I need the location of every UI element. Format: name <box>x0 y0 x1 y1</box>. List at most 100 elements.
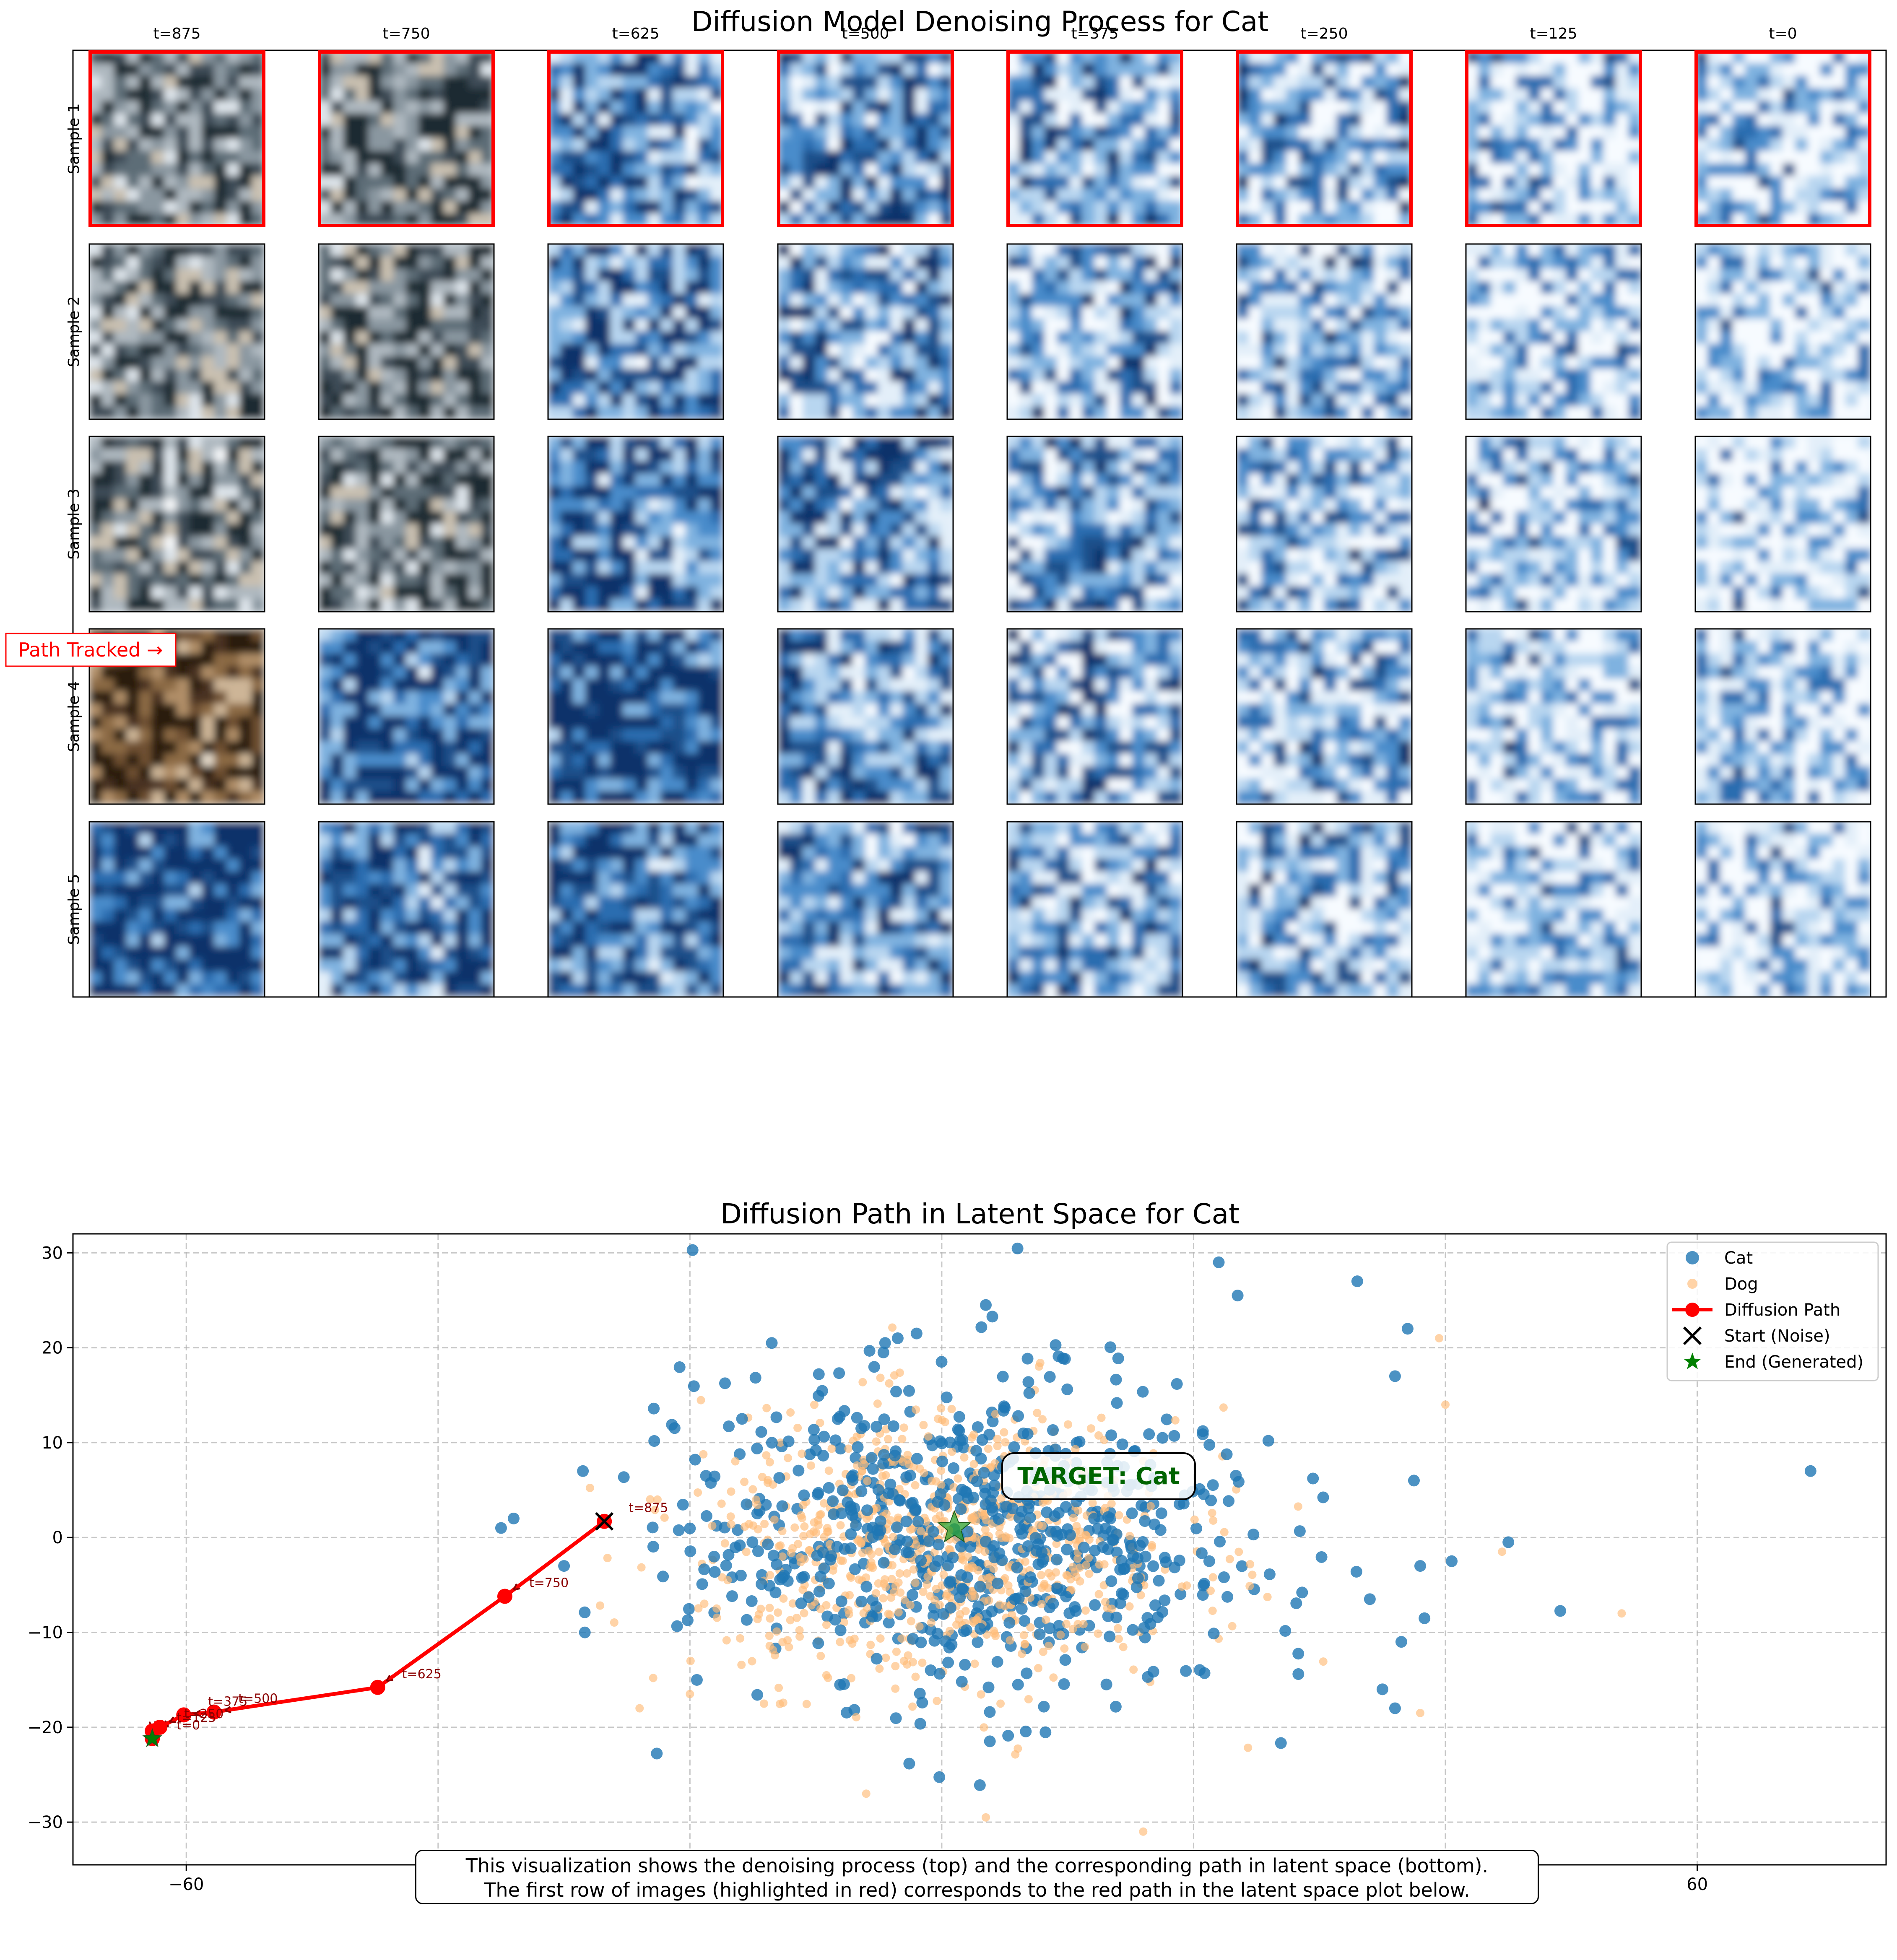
cat-point <box>934 1435 946 1447</box>
denoise-tile <box>1236 50 1413 227</box>
dog-point <box>1435 1334 1444 1342</box>
cat-point <box>979 1488 991 1500</box>
denoise-tile <box>777 436 954 613</box>
dog-point <box>911 1672 920 1681</box>
dog-point <box>1034 1664 1042 1672</box>
cat-point <box>878 1449 890 1461</box>
cat-point <box>974 1779 986 1791</box>
dog-point <box>1088 1499 1097 1508</box>
cat-point <box>1038 1700 1050 1713</box>
dog-point <box>748 1657 756 1666</box>
cat-point <box>1156 1432 1169 1444</box>
cat-point <box>978 1467 990 1479</box>
path-point <box>176 1707 192 1723</box>
dog-point <box>1073 1620 1082 1628</box>
dog-point <box>908 1702 917 1711</box>
cat-point <box>1190 1522 1203 1534</box>
dog-point <box>859 1455 868 1464</box>
sample-label: Sample 4 <box>65 681 83 752</box>
dog-point <box>694 1488 702 1497</box>
dog-point <box>646 1495 655 1504</box>
cat-point <box>769 1586 782 1599</box>
cat-point <box>1115 1555 1128 1567</box>
cat-point <box>1061 1543 1073 1555</box>
cat-point <box>1171 1378 1183 1390</box>
cat-point <box>1296 1586 1308 1599</box>
cat-point <box>684 1522 696 1534</box>
cat-point <box>698 1563 710 1576</box>
dog-point <box>816 1418 824 1427</box>
dog-point <box>1056 1630 1065 1639</box>
dog-point <box>1086 1424 1095 1433</box>
dog-point <box>1033 1409 1042 1417</box>
cat-point <box>936 1356 948 1368</box>
cat-point <box>700 1470 712 1482</box>
cat-point <box>1218 1571 1230 1584</box>
dog-point <box>712 1613 721 1622</box>
cat-point <box>954 1434 966 1446</box>
path-point <box>497 1589 512 1604</box>
cat-point <box>956 1484 968 1496</box>
dog-point <box>596 1601 605 1610</box>
dog-point <box>1026 1623 1035 1632</box>
cat-point <box>755 1426 767 1438</box>
dog-point <box>1139 1827 1148 1836</box>
dog-point <box>982 1813 990 1822</box>
dog-point <box>858 1549 867 1558</box>
dog-point <box>1042 1615 1050 1624</box>
cat-point <box>889 1543 901 1555</box>
cat-point <box>1294 1525 1306 1537</box>
path-arrowhead <box>512 1583 520 1591</box>
target-label: TARGET: Cat <box>1001 1452 1196 1500</box>
cat-point <box>927 1526 939 1538</box>
cat-point <box>709 1566 721 1578</box>
cat-point <box>1143 1428 1155 1440</box>
cat-point <box>1021 1428 1034 1440</box>
cat-point <box>991 1656 1003 1668</box>
cat-point <box>1130 1581 1143 1593</box>
cat-point <box>863 1345 876 1357</box>
cat-point <box>877 1346 889 1358</box>
dog-point <box>862 1789 871 1798</box>
dog-point <box>924 1432 933 1441</box>
cat-point <box>673 1361 686 1373</box>
dog-point <box>957 1552 966 1561</box>
dog-point <box>1038 1521 1047 1530</box>
cat-point <box>943 1577 955 1589</box>
cat-point <box>708 1550 720 1563</box>
dog-point <box>1073 1554 1082 1563</box>
cat-point <box>1292 1668 1305 1680</box>
cat-point <box>722 1549 735 1561</box>
cat-point <box>891 1332 904 1344</box>
dog-point <box>1038 1415 1047 1424</box>
cat-point <box>915 1554 927 1566</box>
cat-point <box>1097 1541 1109 1553</box>
cat-point <box>874 1515 886 1527</box>
cat-point <box>982 1681 995 1693</box>
cat-point <box>938 1499 951 1511</box>
cat-point <box>1102 1511 1114 1523</box>
cat-point <box>700 1510 712 1522</box>
dog-point <box>610 1618 618 1627</box>
cat-point <box>1351 1275 1363 1288</box>
dog-point <box>1220 1528 1229 1537</box>
dog-point <box>742 1547 751 1556</box>
dog-point <box>990 1459 999 1468</box>
denoise-tile <box>1465 243 1642 420</box>
cat-point <box>1307 1472 1319 1485</box>
cat-point <box>1160 1556 1172 1568</box>
dog-point <box>838 1556 847 1565</box>
cat-point <box>983 1428 995 1441</box>
cat-point <box>1107 1534 1120 1546</box>
cat-point <box>891 1521 903 1533</box>
denoise-tile <box>1236 821 1413 998</box>
dog-point <box>660 1513 669 1522</box>
cat-point <box>865 1452 878 1464</box>
dog-point <box>1248 1571 1257 1579</box>
legend-item: Diffusion Path <box>1672 1301 1840 1320</box>
cat-point <box>928 1635 941 1647</box>
dog-point <box>968 1586 977 1595</box>
dog-point <box>766 1571 774 1579</box>
cat-point <box>1104 1341 1116 1353</box>
denoise-tile <box>1694 821 1871 998</box>
